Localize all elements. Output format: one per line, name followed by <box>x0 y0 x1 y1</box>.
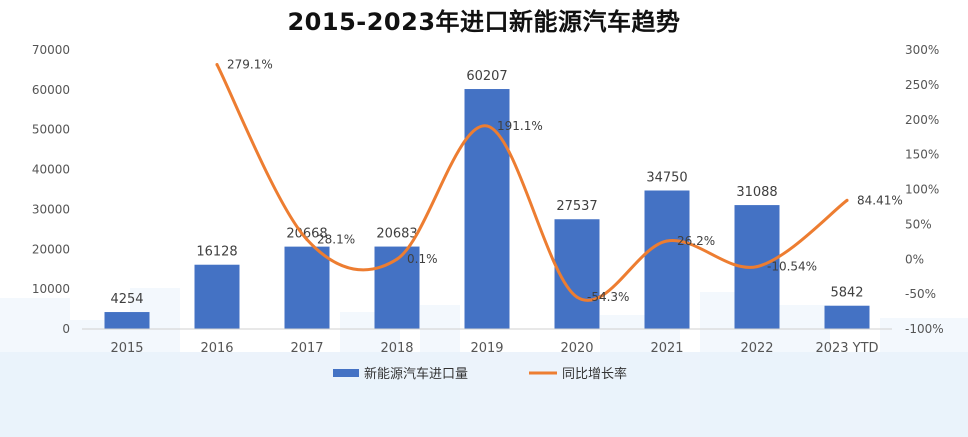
bar <box>554 219 600 329</box>
x-axis-tick-label: 2022 <box>740 341 773 356</box>
bg-block <box>770 305 830 437</box>
legend-line-label: 同比增长率 <box>562 366 627 382</box>
left-axis: 0 10000 20000 30000 40000 50000 60000 70000 <box>32 43 70 336</box>
left-axis-tick-label: 50000 <box>32 123 70 137</box>
right-axis: -100% -50% 0% 50% 100% 150% 200% 250% 300% <box>905 43 944 336</box>
left-axis-tick-label: 60000 <box>32 83 70 97</box>
right-axis-tick-label: 50% <box>905 217 932 231</box>
bar-labels: 4254 16128 20668 20683 60207 27537 34750 31088 5… <box>110 69 863 307</box>
bar-value-label: 20668 <box>286 227 327 242</box>
right-axis-tick-label: 100% <box>905 183 939 197</box>
background-decoration <box>0 288 968 437</box>
bar <box>464 89 510 329</box>
bg-block <box>130 288 180 437</box>
right-axis-tick-label: 200% <box>905 113 939 127</box>
bar-series <box>104 89 870 329</box>
right-axis-tick-label: 300% <box>905 43 939 57</box>
left-axis-tick-label: 0 <box>62 322 70 336</box>
right-axis-tick-label: -50% <box>905 287 936 301</box>
left-axis-tick-label: 70000 <box>32 43 70 57</box>
bar-value-label: 31088 <box>736 185 777 200</box>
x-axis-tick-label: 2023 YTD <box>815 341 878 356</box>
x-axis-tick-label: 2015 <box>110 341 143 356</box>
x-axis-tick-label: 2018 <box>380 341 413 356</box>
line-series <box>215 63 849 302</box>
growth-rate-point <box>665 239 669 243</box>
bar-value-label: 60207 <box>466 69 507 84</box>
bar-value-label: 34750 <box>646 170 687 185</box>
bar-value-label: 20683 <box>376 227 417 242</box>
bg-block <box>880 318 968 437</box>
right-axis-tick-label: -100% <box>905 322 944 336</box>
legend-bar-swatch <box>333 369 359 377</box>
growth-rate-label: 191.1% <box>497 119 543 133</box>
growth-rate-point <box>755 265 759 269</box>
growth-rate-point <box>485 124 489 128</box>
bg-block <box>600 315 680 437</box>
growth-rate-label: 279.1% <box>227 58 273 72</box>
growth-rate-point <box>215 63 219 67</box>
growth-rate-point <box>305 238 309 242</box>
bar-value-label: 16128 <box>196 245 237 260</box>
right-axis-tick-label: 150% <box>905 148 939 162</box>
left-axis-tick-label: 10000 <box>32 282 70 296</box>
x-axis: 2015 2016 2017 2018 2019 2020 2021 2022 2023 YTD <box>82 328 892 356</box>
bar <box>644 190 690 329</box>
growth-rate-label: 26.2% <box>677 234 715 248</box>
bar <box>824 305 870 329</box>
legend: 新能源汽车进口量 同比增长率 <box>333 366 627 382</box>
chart-title: 2015-2023年进口新能源汽车趋势 <box>287 8 681 36</box>
left-axis-tick-label: 30000 <box>32 202 70 216</box>
left-axis-tick-label: 40000 <box>32 163 70 177</box>
growth-rate-point <box>845 198 849 202</box>
right-axis-tick-label: 0% <box>905 252 924 266</box>
bg-block <box>420 305 460 437</box>
bg-block <box>0 298 70 437</box>
bar <box>284 246 330 329</box>
bar <box>104 312 150 329</box>
x-axis-tick-label: 2019 <box>470 341 503 356</box>
growth-rate-label: -10.54% <box>767 260 817 274</box>
bar-value-label: 4254 <box>110 292 143 307</box>
growth-rate-point <box>395 257 399 261</box>
x-axis-tick-label: 2020 <box>560 341 593 356</box>
growth-rate-label: 84.41% <box>857 193 903 207</box>
left-axis-tick-label: 20000 <box>32 242 70 256</box>
line-labels: 279.1% 28.1% 0.1% 191.1% -54.3% 26.2% -10.54% 8… <box>227 58 903 305</box>
legend-bar-label: 新能源汽车进口量 <box>364 366 468 382</box>
growth-rate-label: 28.1% <box>317 233 355 247</box>
x-axis-tick-label: 2016 <box>200 341 233 356</box>
growth-rate-label: 0.1% <box>407 252 438 266</box>
growth-rate-label: -54.3% <box>587 290 629 304</box>
growth-rate-point <box>575 295 579 299</box>
x-axis-tick-label: 2017 <box>290 341 323 356</box>
bg-block <box>70 320 130 437</box>
bar-value-label: 5842 <box>830 286 863 301</box>
x-axis-tick-label: 2021 <box>650 341 683 356</box>
bar-value-label: 27537 <box>556 199 597 214</box>
right-axis-tick-label: 250% <box>905 78 939 92</box>
bar <box>194 264 240 329</box>
